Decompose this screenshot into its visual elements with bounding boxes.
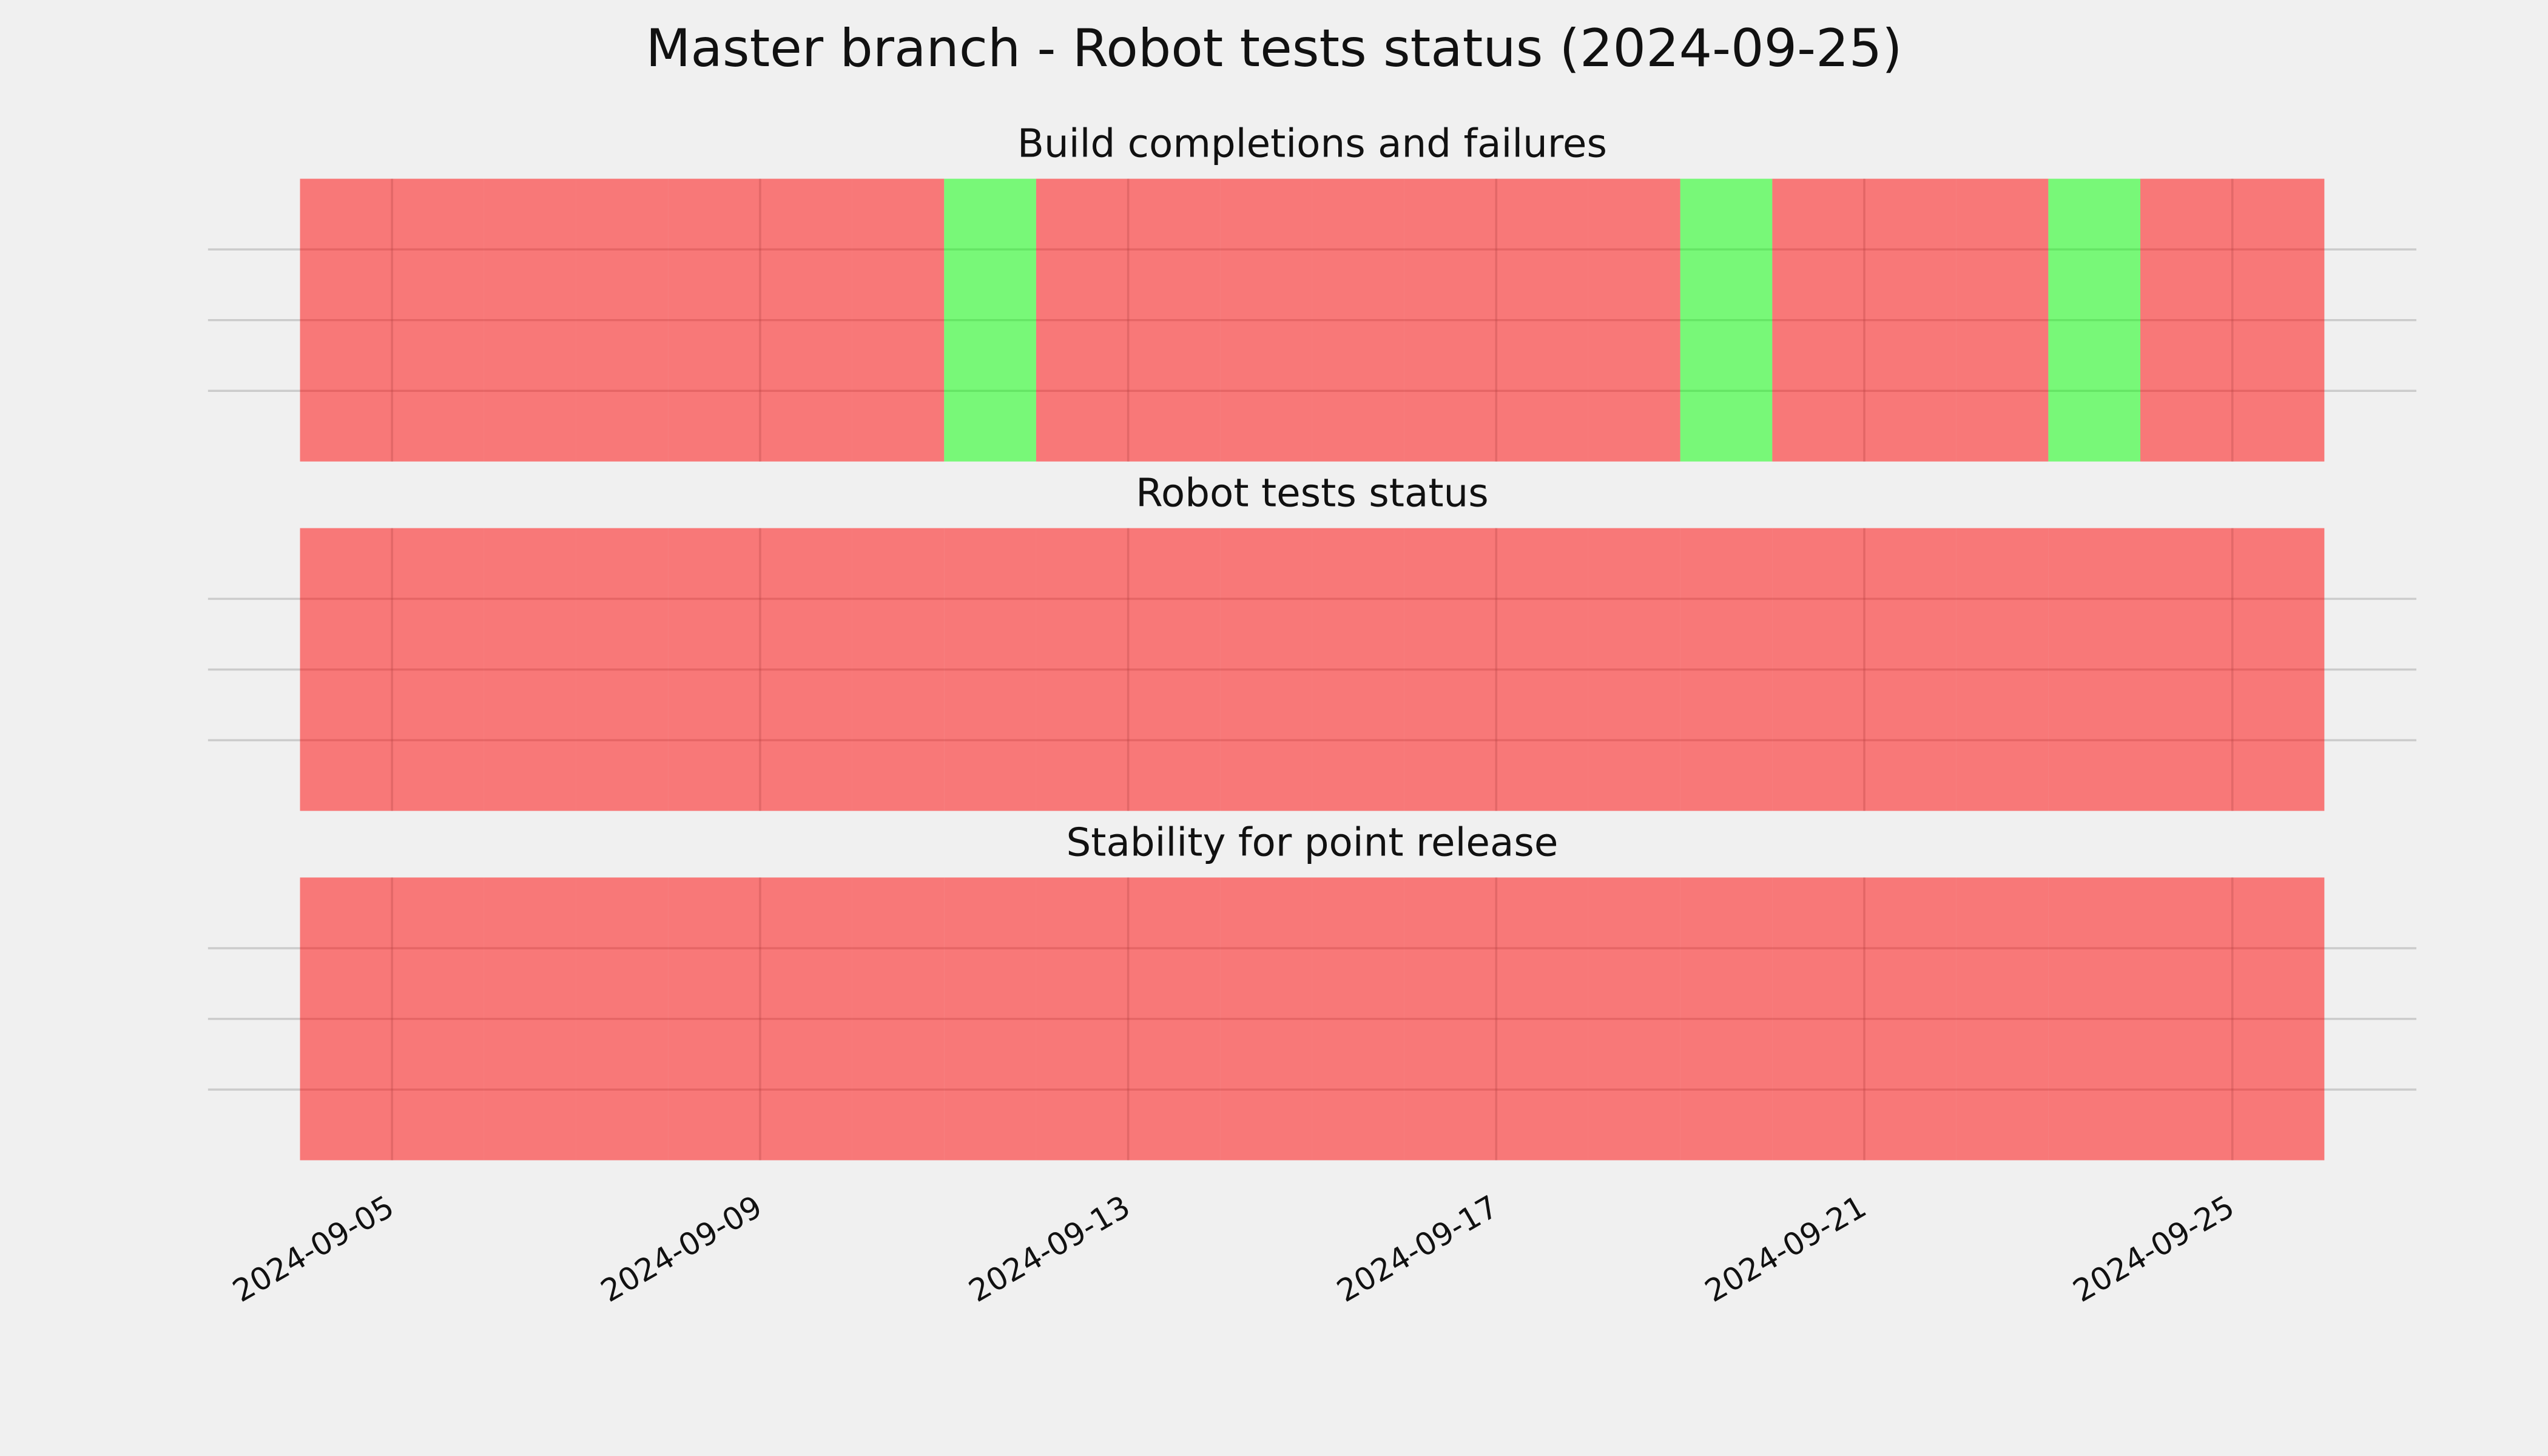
status-bar <box>392 877 484 1161</box>
panel-title: Stability for point release <box>1067 820 1559 865</box>
status-bar <box>1128 178 1221 462</box>
status-bar <box>852 178 945 462</box>
status-bar <box>1220 178 1312 462</box>
status-bar <box>1312 528 1404 811</box>
status-bar <box>392 528 484 811</box>
status-bar <box>300 528 393 811</box>
status-bar <box>1956 877 2049 1161</box>
status-bar <box>2232 877 2325 1161</box>
status-bar <box>1404 877 1497 1161</box>
status-bar <box>484 528 576 811</box>
status-bar <box>576 877 669 1161</box>
status-bar <box>944 528 1036 811</box>
status-bar <box>1036 178 1128 462</box>
status-bar <box>668 178 760 462</box>
status-bar <box>852 528 945 811</box>
panel-title: Build completions and failures <box>1017 121 1607 167</box>
status-bar <box>1680 877 1773 1161</box>
status-bar <box>2048 178 2141 462</box>
status-bar <box>852 877 945 1161</box>
status-bar <box>1496 528 1588 811</box>
status-bar <box>2232 528 2325 811</box>
status-bar <box>1128 877 1221 1161</box>
status-bar <box>668 877 760 1161</box>
status-bar <box>1588 178 1680 462</box>
status-bar <box>2140 528 2233 811</box>
status-bar <box>2140 178 2233 462</box>
status-bar <box>1864 178 1956 462</box>
chart-title: Master branch - Robot tests status (2024… <box>645 18 1902 79</box>
status-bar <box>1956 178 2049 462</box>
status-bar <box>1588 877 1680 1161</box>
status-bar <box>944 178 1036 462</box>
status-bar <box>576 528 669 811</box>
status-bar <box>484 877 576 1161</box>
status-bar <box>1312 877 1404 1161</box>
status-bar <box>300 178 393 462</box>
status-bar <box>1128 528 1221 811</box>
status-bar <box>484 178 576 462</box>
status-bar <box>944 877 1036 1161</box>
status-bar <box>1864 877 1956 1161</box>
status-bar <box>2048 528 2141 811</box>
status-bar <box>1864 528 1956 811</box>
status-bar <box>1036 528 1128 811</box>
status-bar <box>576 178 669 462</box>
status-bar <box>1680 528 1773 811</box>
status-bar <box>1220 528 1312 811</box>
status-bar <box>668 528 760 811</box>
status-bar <box>392 178 484 462</box>
status-bar <box>1496 178 1588 462</box>
status-bar <box>1772 178 1864 462</box>
status-bar <box>1588 528 1680 811</box>
status-bar <box>760 178 852 462</box>
status-bar <box>1772 877 1864 1161</box>
status-bar <box>300 877 393 1161</box>
status-bar <box>1772 528 1864 811</box>
status-bar <box>1404 178 1497 462</box>
status-bar <box>1404 528 1497 811</box>
status-bar <box>1312 178 1404 462</box>
status-bar <box>1220 877 1312 1161</box>
status-bar <box>1036 877 1128 1161</box>
status-bar <box>760 528 852 811</box>
status-bar <box>1680 178 1773 462</box>
status-bar <box>1956 528 2049 811</box>
status-bar <box>2048 877 2141 1161</box>
status-bar <box>2232 178 2325 462</box>
status-bar <box>760 877 852 1161</box>
status-bar <box>2140 877 2233 1161</box>
status-bar <box>1496 877 1588 1161</box>
panel-title: Robot tests status <box>1136 471 1489 516</box>
